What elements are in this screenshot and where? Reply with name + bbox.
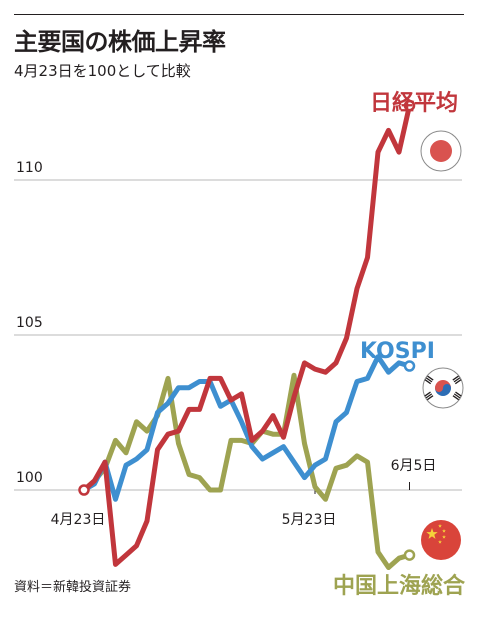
source-note: 資料＝新韓投資証券 — [14, 580, 132, 595]
y-tick-label: 100 — [16, 470, 43, 486]
x-tick-label: 6月5日 — [391, 458, 437, 474]
chart-title: 主要国の株価上昇率 — [14, 28, 226, 56]
x-tick-label: 4月23日 — [51, 512, 106, 528]
label-layer: 日経平均 KOSPI 中国上海総合 — [333, 90, 466, 599]
china-flag — [421, 520, 461, 560]
series-label-0: 日経平均 — [370, 90, 458, 116]
x-tick-label: 5月23日 — [282, 512, 337, 528]
chart-subtitle: 4月23日を100として比較 — [14, 62, 191, 80]
series-line-2 — [81, 372, 412, 570]
japan-flag — [420, 130, 462, 172]
series-end-marker — [403, 99, 416, 112]
series-end-marker — [403, 549, 416, 561]
series-layer — [78, 99, 416, 570]
series-label-2: 中国上海総合 — [333, 573, 466, 599]
y-tick-label: 105 — [16, 315, 43, 331]
series-end-marker — [403, 360, 416, 372]
series-line-1 — [81, 354, 412, 502]
korea-flag — [422, 367, 464, 409]
series-line-0 — [81, 103, 412, 567]
series-start-marker — [78, 484, 90, 496]
y-tick-label: 110 — [16, 160, 43, 176]
top-rule — [14, 14, 464, 15]
series-label-1: KOSPI — [360, 339, 435, 364]
